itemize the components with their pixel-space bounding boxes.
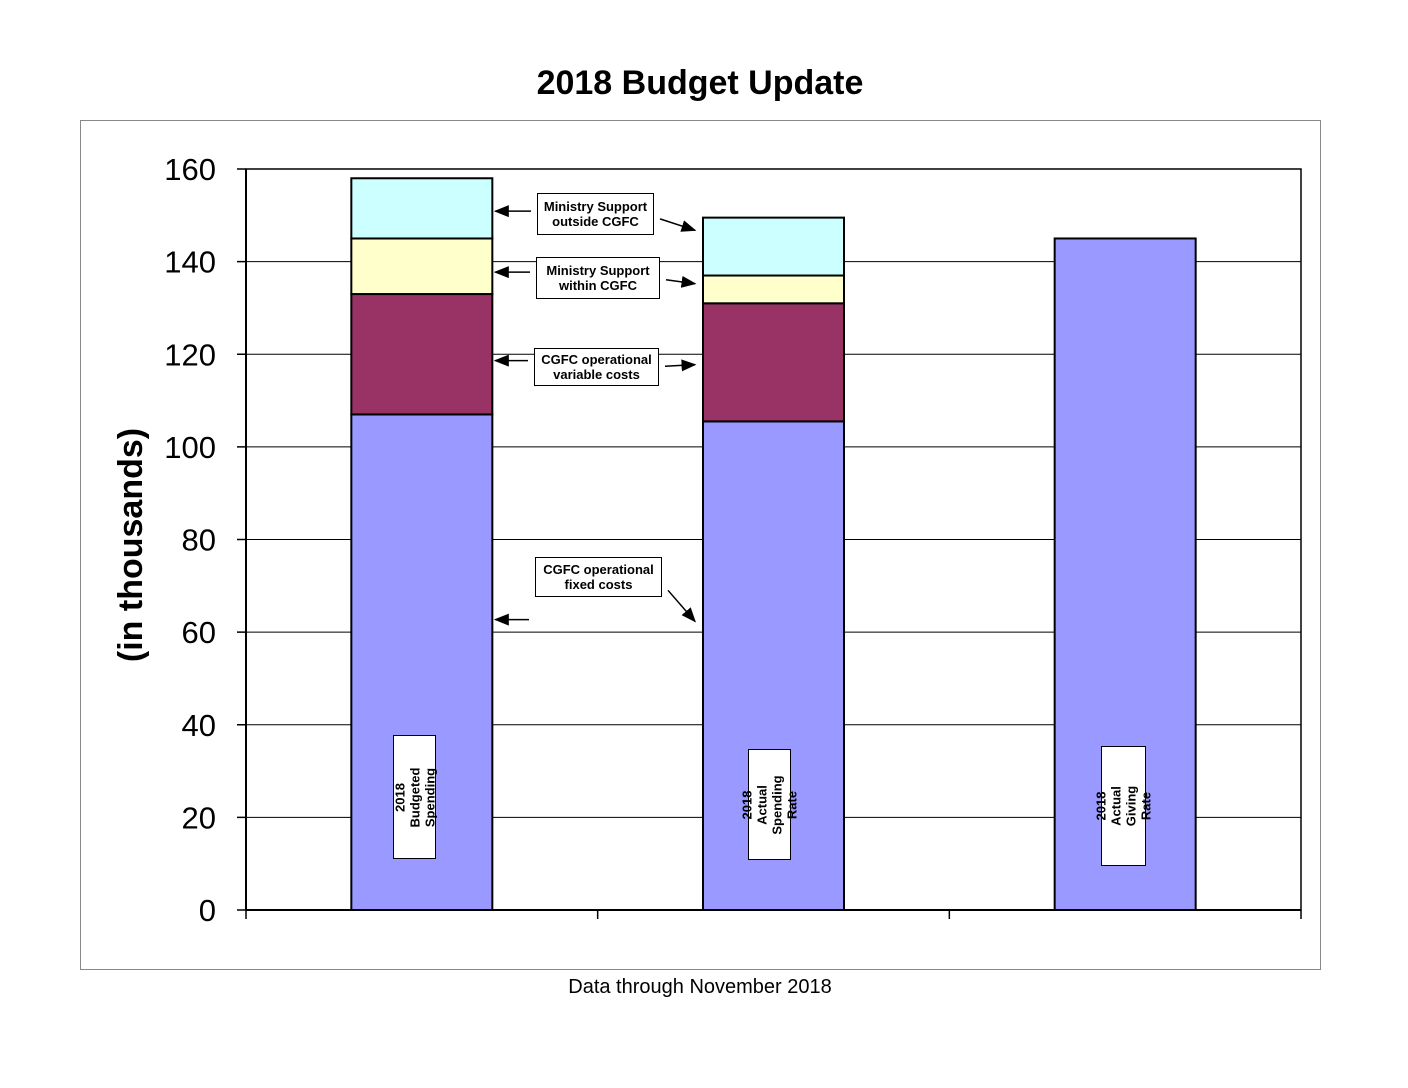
bar-segment <box>350 237 494 296</box>
category-label: 2018 Actual Giving Rate <box>1094 746 1154 866</box>
category-label-text: 2018 Budgeted Spending <box>392 767 437 827</box>
y-tick-label: 0 <box>199 893 216 928</box>
y-tick-label: 80 <box>182 523 216 558</box>
y-tick-label: 60 <box>182 615 216 650</box>
callout-arrow <box>664 359 697 372</box>
category-label: 2018 Actual Spending Rate <box>740 749 800 860</box>
bar-segment <box>350 177 494 240</box>
series-callout: CGFC operational fixed costs <box>535 557 662 597</box>
bar-segment <box>702 274 845 305</box>
chart-title: 2018 Budget Update <box>536 64 864 102</box>
y-tick-label: 160 <box>164 152 216 187</box>
series-callout: CGFC operational variable costs <box>534 348 659 386</box>
callout-arrow <box>667 589 696 623</box>
callout-arrow <box>665 275 697 288</box>
y-tick-label: 140 <box>164 245 216 280</box>
category-label-text: 2018 Actual Giving Rate <box>1093 785 1154 827</box>
category-label-text: 2018 Actual Spending Rate <box>739 774 800 835</box>
y-axis-label: (in thousands) <box>112 428 150 662</box>
series-callout: Ministry Support within CGFC <box>536 257 660 299</box>
bar-segment <box>350 293 494 416</box>
footnote: Data through November 2018 <box>568 976 832 998</box>
y-tick-label: 40 <box>182 708 216 743</box>
bar-segment <box>702 302 845 423</box>
series-callout: Ministry Support outside CGFC <box>537 193 654 235</box>
y-tick-label: 20 <box>182 800 216 835</box>
callout-arrow <box>659 218 697 232</box>
y-tick-label: 120 <box>164 337 216 372</box>
bar-segment <box>702 216 845 277</box>
category-label: 2018 Budgeted Spending <box>392 735 437 859</box>
y-tick-label: 100 <box>164 430 216 465</box>
